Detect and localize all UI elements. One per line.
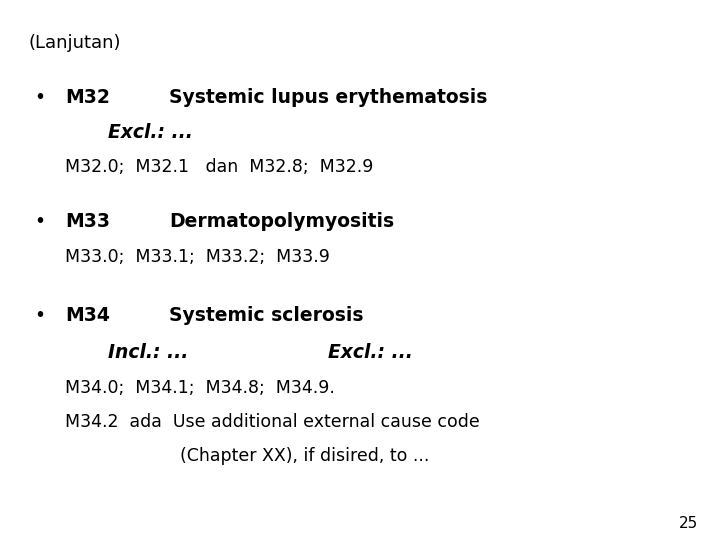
- Text: Dermatopolymyositis: Dermatopolymyositis: [169, 212, 395, 231]
- Text: (Chapter XX), if disired, to ...: (Chapter XX), if disired, to ...: [180, 447, 429, 465]
- Text: M32: M32: [65, 87, 109, 107]
- Text: M32.0;  M32.1   dan  M32.8;  M32.9: M32.0; M32.1 dan M32.8; M32.9: [65, 158, 373, 177]
- Text: •: •: [35, 87, 45, 107]
- Text: (Lanjutan): (Lanjutan): [29, 34, 121, 52]
- Text: M33.0;  M33.1;  M33.2;  M33.9: M33.0; M33.1; M33.2; M33.9: [65, 247, 330, 266]
- Text: Systemic sclerosis: Systemic sclerosis: [169, 306, 364, 326]
- Text: •: •: [35, 212, 45, 231]
- Text: M33: M33: [65, 212, 109, 231]
- Text: •: •: [35, 306, 45, 326]
- Text: M34.0;  M34.1;  M34.8;  M34.9.: M34.0; M34.1; M34.8; M34.9.: [65, 379, 335, 397]
- Text: M34.2  ada  Use additional external cause code: M34.2 ada Use additional external cause …: [65, 413, 480, 431]
- Text: Systemic lupus erythematosis: Systemic lupus erythematosis: [169, 87, 487, 107]
- Text: M34: M34: [65, 306, 109, 326]
- Text: 25: 25: [679, 516, 698, 531]
- Text: Incl.: ...: Incl.: ...: [108, 342, 189, 362]
- Text: Excl.: ...: Excl.: ...: [108, 123, 193, 142]
- Text: Excl.: ...: Excl.: ...: [328, 342, 413, 362]
